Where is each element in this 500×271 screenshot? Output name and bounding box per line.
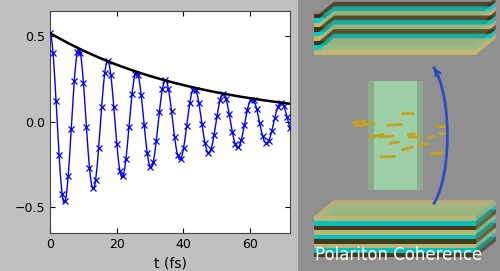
Polygon shape <box>314 18 476 23</box>
X-axis label: t (fs): t (fs) <box>154 256 186 270</box>
Polygon shape <box>314 27 476 32</box>
Polygon shape <box>476 214 496 235</box>
Polygon shape <box>476 11 496 32</box>
Polygon shape <box>476 2 496 23</box>
Polygon shape <box>476 228 496 248</box>
Polygon shape <box>314 50 476 54</box>
Polygon shape <box>314 11 496 27</box>
Polygon shape <box>314 32 476 36</box>
Text: Polariton Coherence: Polariton Coherence <box>315 246 482 264</box>
Polygon shape <box>314 20 496 36</box>
Polygon shape <box>314 34 496 50</box>
Polygon shape <box>314 217 476 221</box>
Polygon shape <box>314 38 496 54</box>
Polygon shape <box>476 29 496 50</box>
Polygon shape <box>314 36 476 41</box>
Polygon shape <box>476 209 496 230</box>
Polygon shape <box>314 235 476 239</box>
Polygon shape <box>314 41 476 46</box>
Polygon shape <box>314 7 496 23</box>
Polygon shape <box>476 218 496 239</box>
Polygon shape <box>476 25 496 46</box>
Polygon shape <box>476 200 496 221</box>
Polygon shape <box>314 14 476 18</box>
Polygon shape <box>314 230 476 235</box>
Polygon shape <box>476 232 496 253</box>
Polygon shape <box>314 46 476 50</box>
Polygon shape <box>314 248 476 253</box>
Polygon shape <box>314 244 476 248</box>
Polygon shape <box>314 15 496 32</box>
Polygon shape <box>476 0 496 18</box>
Polygon shape <box>314 253 476 257</box>
Polygon shape <box>476 223 496 244</box>
Bar <box>368 81 423 190</box>
Polygon shape <box>314 239 476 244</box>
Polygon shape <box>314 228 496 244</box>
Polygon shape <box>314 205 496 221</box>
Polygon shape <box>314 200 496 217</box>
Polygon shape <box>314 221 476 225</box>
Polygon shape <box>314 232 496 248</box>
Polygon shape <box>314 209 496 225</box>
Polygon shape <box>476 237 496 257</box>
Polygon shape <box>314 218 496 235</box>
Polygon shape <box>476 7 496 27</box>
Polygon shape <box>314 237 496 253</box>
Polygon shape <box>476 34 496 54</box>
Polygon shape <box>314 25 496 41</box>
Polygon shape <box>314 225 476 230</box>
Polygon shape <box>314 2 496 18</box>
Polygon shape <box>314 223 496 239</box>
Polygon shape <box>476 15 496 36</box>
Polygon shape <box>314 214 496 230</box>
Polygon shape <box>476 20 496 41</box>
Polygon shape <box>314 23 476 27</box>
Polygon shape <box>314 29 496 46</box>
Polygon shape <box>476 205 496 225</box>
Bar <box>374 81 417 190</box>
